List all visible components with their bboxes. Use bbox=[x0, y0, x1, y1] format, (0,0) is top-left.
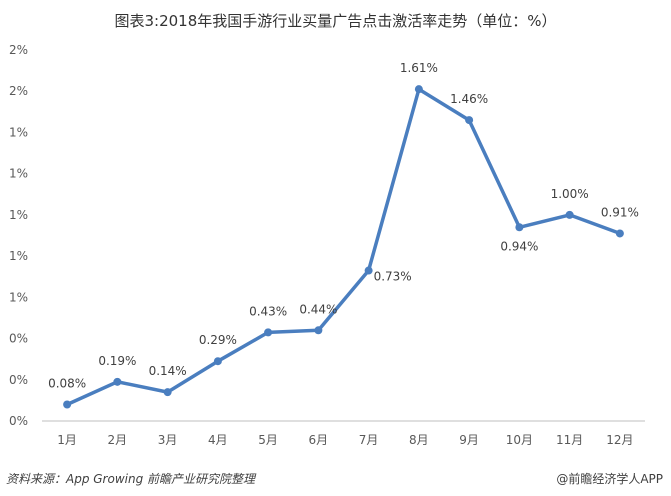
x-tick-label: 11月 bbox=[556, 433, 583, 447]
x-axis-ticks: 1月 2月 3月 4月 5月 6月 7月 8月 9月 10月 11月 12月 bbox=[57, 433, 633, 447]
y-tick-label: 0% bbox=[9, 332, 28, 346]
data-label: 0.29% bbox=[199, 333, 237, 347]
data-point bbox=[615, 229, 624, 238]
x-tick-label: 2月 bbox=[108, 433, 128, 447]
data-point bbox=[515, 223, 524, 232]
data-label: 1.61% bbox=[400, 61, 438, 75]
data-label: 0.91% bbox=[601, 205, 639, 219]
x-tick-label: 10月 bbox=[506, 433, 533, 447]
data-label: 0.19% bbox=[98, 354, 136, 368]
x-tick-label: 5月 bbox=[258, 433, 278, 447]
data-point bbox=[113, 377, 122, 386]
data-label: 0.43% bbox=[249, 304, 287, 318]
chart-title: 图表3:2018年我国手游行业买量广告点击激活率走势（单位：%） bbox=[114, 12, 557, 30]
y-tick-label: 2% bbox=[9, 43, 28, 57]
x-tick-label: 1月 bbox=[57, 433, 77, 447]
x-tick-label: 4月 bbox=[208, 433, 228, 447]
brand-credit: @前瞻经济学人APP bbox=[556, 472, 663, 486]
data-point bbox=[213, 357, 222, 366]
x-tick-label: 12月 bbox=[606, 433, 633, 447]
y-axis-ticks: 0% 0% 0% 1% 1% 1% 1% 1% 2% 2% bbox=[9, 43, 28, 428]
x-tick-label: 6月 bbox=[309, 433, 329, 447]
x-tick-label: 7月 bbox=[359, 433, 379, 447]
data-label: 1.46% bbox=[450, 92, 488, 106]
data-points bbox=[63, 85, 624, 409]
y-tick-label: 0% bbox=[9, 373, 28, 387]
data-point bbox=[314, 326, 323, 335]
data-point bbox=[63, 400, 72, 409]
data-label: 0.44% bbox=[299, 302, 337, 316]
data-point bbox=[163, 388, 172, 397]
y-tick-label: 1% bbox=[9, 290, 28, 304]
y-tick-label: 1% bbox=[9, 167, 28, 181]
data-label: 0.08% bbox=[48, 377, 86, 391]
source-note: 资料来源：App Growing 前瞻产业研究院整理 bbox=[6, 472, 256, 486]
data-label: 0.73% bbox=[374, 270, 412, 284]
data-point bbox=[364, 266, 373, 275]
x-tick-label: 3月 bbox=[158, 433, 178, 447]
data-point bbox=[565, 210, 574, 219]
y-tick-label: 0% bbox=[9, 414, 28, 428]
x-tick-label: 9月 bbox=[459, 433, 479, 447]
y-tick-label: 1% bbox=[9, 208, 28, 222]
data-label: 1.00% bbox=[551, 187, 589, 201]
y-tick-label: 1% bbox=[9, 249, 28, 263]
data-point bbox=[465, 116, 474, 125]
y-tick-label: 1% bbox=[9, 125, 28, 139]
y-tick-label: 2% bbox=[9, 84, 28, 98]
data-labels: 0.08% 0.19% 0.14% 0.29% 0.43% 0.44% 0.73% 1.61%… bbox=[48, 61, 639, 390]
x-tick-label: 8月 bbox=[409, 433, 429, 447]
data-point bbox=[264, 328, 273, 337]
data-label: 0.94% bbox=[500, 239, 538, 253]
data-point bbox=[414, 85, 423, 94]
series-line bbox=[66, 87, 621, 407]
data-label: 0.14% bbox=[149, 364, 187, 378]
